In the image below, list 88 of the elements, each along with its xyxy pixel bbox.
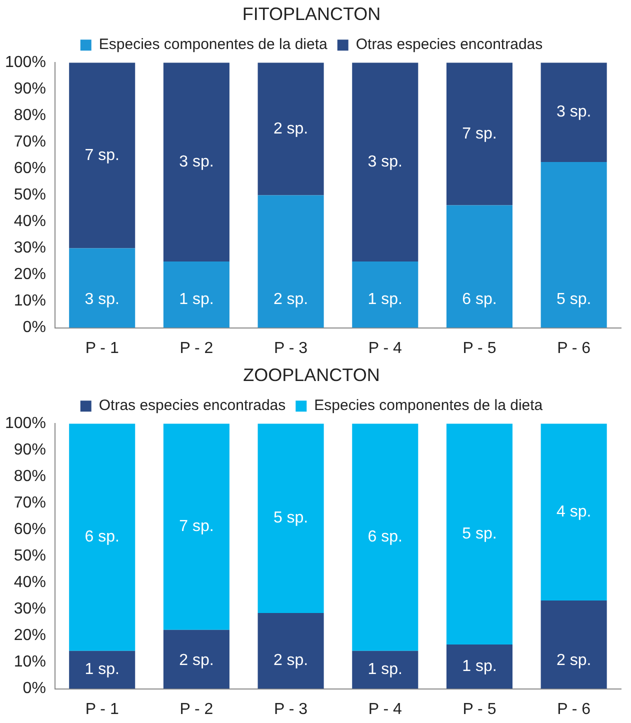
bar: [258, 195, 324, 328]
y-tick-label: 70%: [14, 494, 46, 512]
y-tick-label: 40%: [14, 213, 46, 230]
y-tick-label: 0%: [22, 680, 46, 698]
annotation: 7 sp.: [179, 518, 214, 536]
bar: [540, 600, 607, 689]
bar: [540, 162, 607, 328]
x-tick-label: P - 4: [368, 700, 402, 718]
bar: [163, 262, 230, 328]
x-tick-label: P - 2: [180, 340, 214, 357]
annotation: 2 sp.: [179, 652, 214, 670]
bar: [352, 424, 418, 651]
chart-title: ZOOPLANCTON: [243, 364, 380, 385]
y-tick-label: 90%: [14, 442, 46, 459]
legend-label: Otras especies encontradas: [98, 397, 286, 414]
bar: [163, 62, 230, 262]
y-tick-label: 80%: [14, 107, 46, 124]
x-tick-label: P - 3: [274, 340, 308, 357]
annotation: 1 sp.: [462, 658, 497, 676]
bar: [258, 424, 324, 613]
y-tick-label: 50%: [14, 548, 46, 565]
annotation: 6 sp.: [462, 291, 497, 308]
bar: [540, 424, 607, 600]
bar: [69, 62, 136, 248]
bar: [163, 630, 230, 689]
y-tick-label: 10%: [14, 292, 46, 310]
y-tick-label: 80%: [14, 468, 46, 486]
x-tick-label: P - 4: [368, 340, 402, 357]
bar: [446, 205, 512, 328]
y-tick-label: 0%: [22, 319, 46, 336]
annotation: 1 sp.: [368, 661, 402, 678]
y-tick-label: 20%: [14, 627, 46, 644]
x-tick-label: P - 6: [557, 340, 591, 357]
annotation: 3 sp.: [179, 153, 214, 170]
bar: [163, 424, 230, 630]
y-tick-label: 90%: [14, 80, 46, 98]
x-tick-label: P - 1: [85, 340, 119, 357]
bar: [446, 62, 512, 206]
annotation: 1 sp.: [84, 661, 120, 678]
annotation: 2 sp.: [273, 291, 308, 308]
annotation: 1 sp.: [179, 291, 214, 308]
annotation: 2 sp.: [273, 652, 308, 670]
chart-title: FITOPLANCTON: [242, 4, 381, 24]
legend-label: Otras especies encontradas: [356, 36, 543, 54]
annotation: 5 sp.: [273, 510, 308, 527]
annotation: 7 sp.: [462, 125, 497, 142]
annotation: 3 sp.: [84, 291, 120, 308]
y-tick-label: 60%: [14, 160, 46, 178]
annotation: 4 sp.: [556, 503, 592, 520]
bar: [69, 424, 136, 651]
bar: [540, 62, 607, 162]
x-tick-label: P - 5: [462, 700, 496, 718]
bar: [69, 650, 136, 689]
annotation: 3 sp.: [556, 104, 592, 121]
annotation: 2 sp.: [556, 652, 592, 670]
annotation: 7 sp.: [84, 146, 120, 164]
annotation: 3 sp.: [368, 153, 402, 170]
x-tick-label: P - 3: [274, 700, 308, 718]
annotation: 6 sp.: [84, 528, 120, 546]
y-tick-label: 10%: [14, 654, 46, 671]
bar: [258, 612, 324, 689]
bar: [352, 262, 418, 328]
x-tick-label: P - 5: [462, 340, 496, 357]
bar: [258, 62, 324, 196]
bar: [69, 248, 136, 328]
y-tick-label: 60%: [14, 521, 46, 538]
y-tick-label: 20%: [14, 266, 46, 284]
annotation: 5 sp.: [462, 525, 497, 542]
bar: [446, 644, 512, 689]
y-tick-label: 30%: [14, 600, 46, 618]
y-tick-label: 100%: [5, 54, 46, 72]
legend-label: Especies componentes de la dieta: [98, 36, 328, 54]
annotation: 1 sp.: [368, 291, 402, 308]
y-tick-label: 70%: [14, 134, 46, 151]
y-tick-label: 100%: [5, 415, 46, 432]
y-tick-label: 50%: [14, 186, 46, 204]
legend-label: Especies componentes de la dieta: [314, 397, 544, 414]
annotation: 6 sp.: [368, 528, 402, 546]
x-tick-label: P - 1: [85, 700, 119, 718]
bar: [352, 62, 418, 262]
annotation: 2 sp.: [273, 120, 308, 138]
y-tick-label: 30%: [14, 240, 46, 257]
x-tick-label: P - 6: [557, 700, 591, 718]
annotation: 5 sp.: [556, 291, 592, 308]
y-tick-label: 40%: [14, 574, 46, 592]
bar: [446, 424, 512, 645]
x-tick-label: P - 2: [180, 700, 214, 718]
bar: [352, 650, 418, 689]
